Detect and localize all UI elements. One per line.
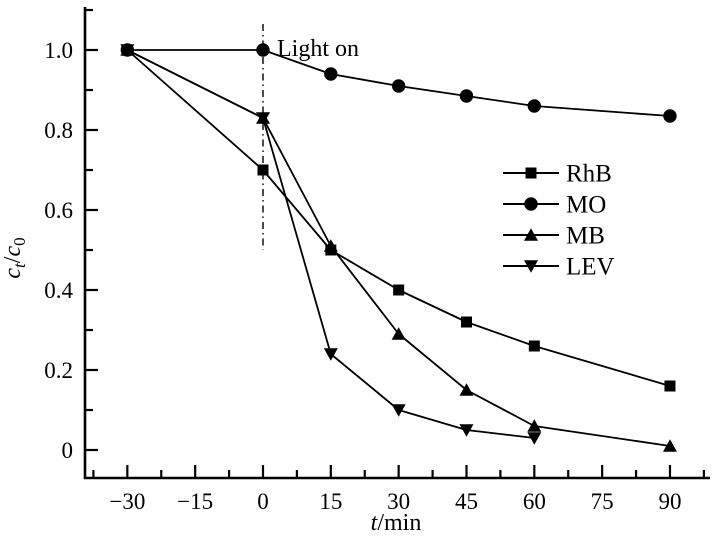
square-marker [528,340,540,352]
square-marker [393,284,405,296]
x-tick-label: 45 [455,489,478,514]
x-tick-label: 60 [523,489,546,514]
circle-marker [324,67,338,81]
x-tick-label: 90 [658,489,681,514]
legend-label: MO [566,192,606,219]
triangle-up-marker [391,327,406,340]
legend-item-LEV: LEV [503,254,615,281]
circle-icon [524,197,538,211]
triangle-down-marker [120,44,135,57]
square-marker [257,164,269,176]
legend-item-RhB: RhB [503,161,612,188]
y-tick-label: 1.0 [44,38,73,63]
square-icon [525,167,537,179]
circle-marker [256,43,270,57]
legend-label: MB [566,223,605,250]
y-tick-label: 0.6 [44,198,73,223]
legend: RhB MO MB LEV [503,161,615,281]
y-tick-label: 0.8 [44,118,73,143]
triangle-down-marker [323,348,338,361]
triangle-down-marker [256,112,270,125]
ticks: 0 0.2 0.4 0.6 0.8 1.0 −30 −15 0 15 30 45 60 75 90 [44,8,705,514]
y-tick-label: 0.2 [44,358,73,383]
series-LEV-line [126,49,535,439]
annotation-light-on: Light on [262,24,359,250]
triangle-down-marker [391,404,406,417]
x-tick-label: −15 [177,489,213,514]
legend-label: LEV [566,254,615,281]
y-axis-title: ct/c0 [0,237,29,278]
y-tick-label: 0 [62,438,74,463]
x-tick-label: 30 [387,489,410,514]
x-tick-label: 15 [319,489,342,514]
triangle-up-marker [459,383,474,396]
x-tick-label: 0 [257,489,269,514]
legend-item-MO: MO [503,192,606,219]
circle-marker [527,99,542,113]
square-marker [664,380,676,392]
light-on-label: Light on [277,36,359,62]
triangle-down-marker [459,424,474,437]
square-marker [460,316,472,328]
circle-marker [459,89,474,103]
x-tick-label: −30 [109,489,145,514]
y-tick-label: 0.4 [44,278,73,303]
triangle-up-marker [323,239,338,252]
series-LEV [120,44,542,445]
x-tick-label: 75 [591,489,614,514]
legend-item-MB: MB [503,223,605,250]
series-MO [120,43,677,123]
triangle-down-icon [524,260,538,273]
triangle-down-marker [527,432,542,445]
circle-marker [663,109,677,123]
triangle-up-marker [662,439,677,452]
legend-label: RhB [566,161,612,188]
triangle-up-icon [524,228,538,241]
axes [83,7,710,480]
circle-marker [391,79,406,93]
x-axis-title: t/min [371,510,422,536]
triangle-up-marker [527,419,542,432]
